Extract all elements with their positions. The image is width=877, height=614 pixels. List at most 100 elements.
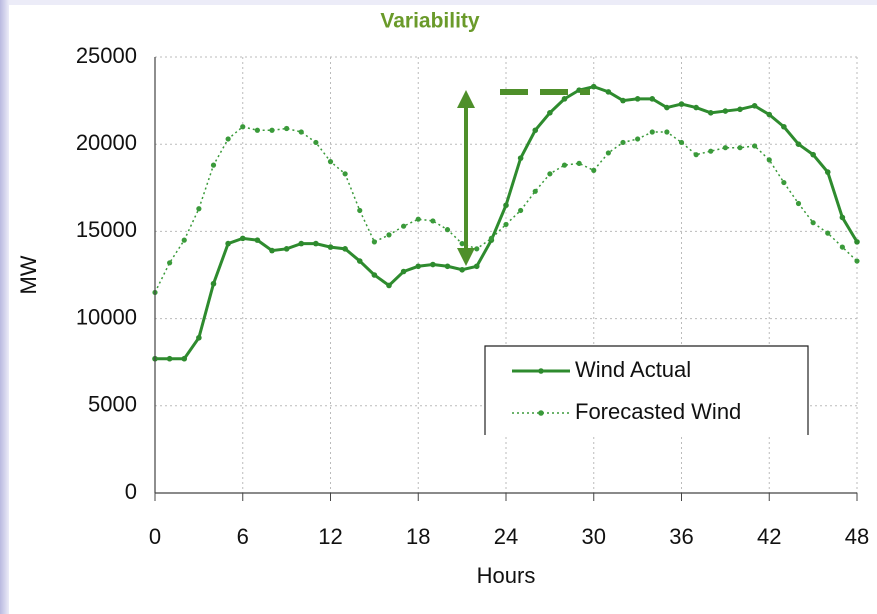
data-point: [795, 141, 802, 147]
data-point: [459, 241, 465, 247]
data-point: [196, 206, 202, 212]
data-point: [678, 101, 685, 107]
x-tick-label: 42: [757, 524, 781, 549]
data-point: [298, 129, 304, 135]
data-point: [591, 167, 597, 173]
data-point: [781, 179, 787, 186]
data-point: [737, 106, 743, 113]
y-tick-label: 15000: [76, 217, 137, 242]
data-point: [590, 83, 597, 90]
y-axis-label: MW: [16, 255, 41, 294]
x-tick-label: 48: [845, 524, 869, 549]
data-point: [722, 108, 729, 114]
data-point: [239, 235, 246, 242]
data-point: [576, 160, 582, 166]
x-tick-label: 30: [582, 524, 606, 549]
data-point: [752, 143, 758, 149]
data-point: [854, 258, 860, 264]
data-point: [620, 139, 626, 146]
data-point: [824, 169, 831, 175]
data-point: [254, 237, 261, 243]
y-tick-label: 0: [125, 479, 137, 504]
data-point: [605, 150, 611, 156]
data-point: [444, 227, 451, 233]
data-point: [488, 235, 494, 241]
data-point: [707, 110, 714, 116]
data-point: [795, 200, 802, 207]
data-point: [430, 218, 436, 224]
x-tick-label: 24: [494, 524, 518, 549]
data-point: [225, 240, 231, 247]
data-point: [649, 96, 656, 102]
data-point: [167, 260, 173, 266]
data-point: [839, 244, 845, 250]
data-point: [854, 239, 860, 245]
data-point: [283, 246, 290, 252]
data-point: [225, 136, 231, 142]
data-point: [649, 129, 655, 135]
data-point: [503, 202, 509, 209]
data-point: [196, 334, 202, 341]
data-point: [722, 145, 728, 151]
data-point: [342, 171, 348, 177]
data-point: [474, 246, 480, 252]
y-tick-label: 5000: [88, 392, 137, 417]
data-point: [415, 263, 422, 270]
data-point: [269, 127, 275, 133]
left-edge: [0, 0, 9, 614]
data-point: [708, 148, 714, 154]
data-point: [298, 240, 305, 247]
data-point: [210, 280, 217, 287]
data-point: [327, 159, 334, 165]
x-tick-label: 0: [149, 524, 161, 549]
data-point: [415, 216, 421, 222]
data-point: [561, 162, 568, 168]
data-point: [810, 151, 816, 158]
data-point: [825, 230, 831, 236]
data-point: [664, 129, 670, 135]
data-point: [386, 282, 392, 289]
arrow-head: [457, 248, 475, 266]
data-point: [473, 263, 480, 270]
legend-box: [484, 345, 809, 435]
data-point: [766, 157, 772, 163]
legend-marker: [538, 368, 544, 374]
data-point: [781, 123, 787, 130]
data-point: [561, 96, 568, 102]
x-tick-label: 36: [669, 524, 693, 549]
data-point: [400, 268, 407, 275]
chart-title: Variability: [380, 10, 480, 33]
data-point: [240, 124, 246, 130]
data-point: [371, 239, 377, 245]
data-point: [371, 272, 378, 278]
data-point: [269, 247, 275, 254]
data-point: [356, 258, 363, 264]
data-point: [518, 207, 524, 214]
data-point: [459, 266, 465, 273]
y-tick-label: 10000: [76, 304, 137, 329]
data-point: [693, 104, 699, 111]
data-point: [503, 221, 509, 228]
data-point: [810, 220, 816, 226]
data-point: [444, 263, 451, 270]
data-point: [357, 207, 363, 214]
data-point: [430, 261, 436, 268]
data-point: [284, 125, 290, 132]
data-point: [181, 237, 187, 243]
data-point: [342, 246, 348, 252]
data-point: [547, 171, 553, 177]
data-point: [678, 139, 685, 146]
legend-marker: [538, 410, 544, 416]
data-point: [532, 127, 539, 134]
legend-label: Forecasted Wind: [575, 399, 741, 424]
legend-label: Wind Actual: [575, 357, 691, 382]
data-point: [605, 89, 612, 95]
x-tick-label: 6: [237, 524, 249, 549]
data-point: [766, 111, 773, 118]
y-tick-label: 25000: [76, 43, 137, 68]
data-point: [254, 127, 260, 133]
y-tick-label: 20000: [76, 130, 137, 155]
data-point: [517, 155, 524, 161]
data-point: [751, 103, 758, 109]
